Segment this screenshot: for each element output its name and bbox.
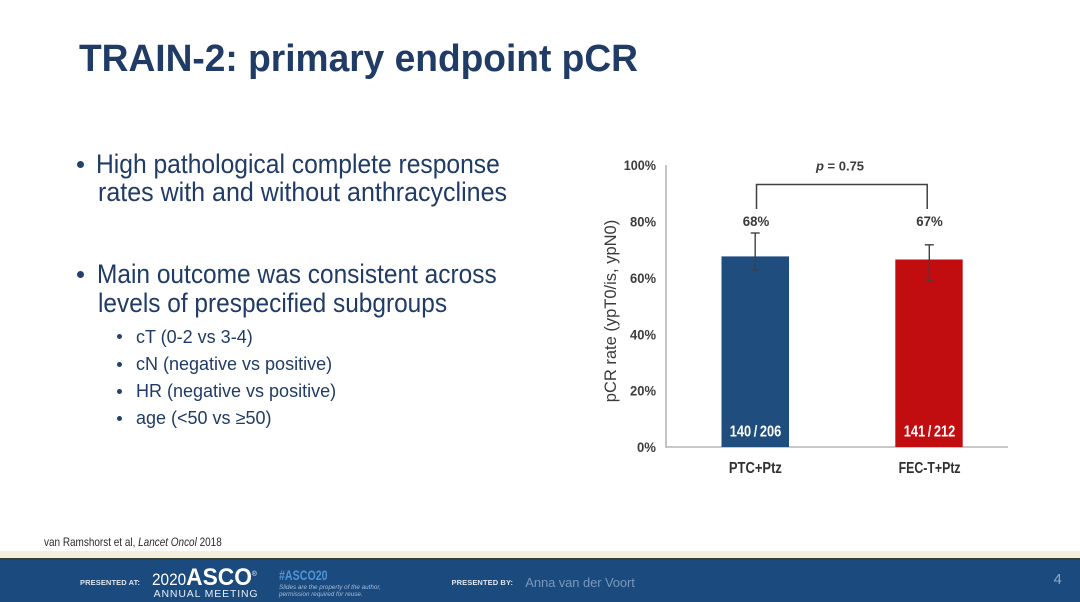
svg-text:140 / 206: 140 / 206	[730, 424, 782, 441]
svg-text:141 / 212: 141 / 212	[904, 424, 956, 441]
svg-text:pCR rate (ypT0/is, ypN0): pCR rate (ypT0/is, ypN0)	[602, 220, 620, 402]
svg-text:20%: 20%	[630, 383, 657, 399]
svg-text:0%: 0%	[637, 439, 657, 455]
svg-text:PTC+Ptz: PTC+Ptz	[729, 460, 782, 477]
svg-text:100%: 100%	[624, 157, 657, 173]
svg-text:p = 0.75: p = 0.75	[815, 159, 864, 174]
svg-text:80%: 80%	[630, 214, 657, 230]
svg-text:FEC-T+Ptz: FEC-T+Ptz	[899, 460, 961, 477]
svg-text:60%: 60%	[630, 270, 657, 286]
svg-text:40%: 40%	[630, 326, 657, 342]
svg-text:68%: 68%	[743, 213, 770, 229]
svg-text:67%: 67%	[916, 213, 943, 229]
